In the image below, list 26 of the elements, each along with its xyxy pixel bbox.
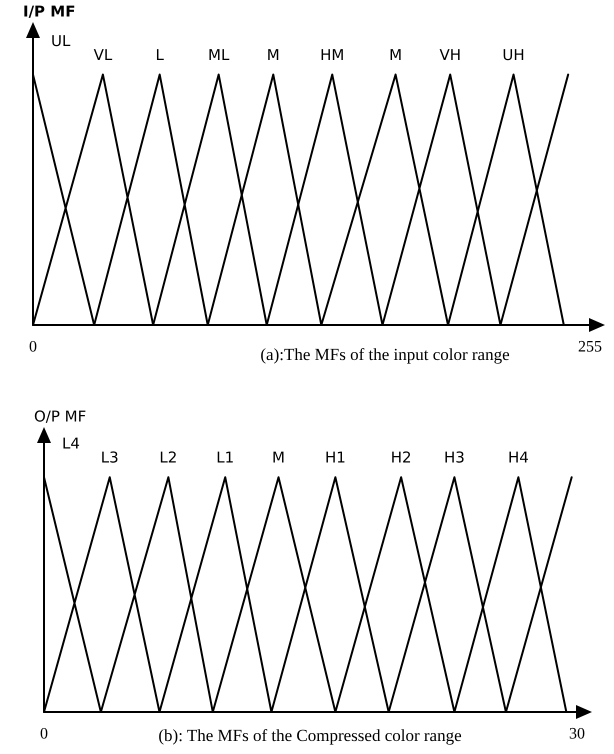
series-label: M (389, 46, 402, 64)
text: UL (51, 32, 71, 50)
y-axis-title: I/P MF (23, 2, 76, 20)
series-label: VH (439, 46, 461, 64)
x-tick-label: 0 (29, 338, 37, 356)
series-label: HM (320, 46, 344, 64)
text: (b): The MFs of the Compressed color range (158, 726, 462, 745)
series-label: L1 (216, 448, 234, 467)
series-label: L2 (159, 448, 178, 467)
series-label: M (266, 46, 280, 64)
series-label: UH (502, 46, 525, 64)
series-label: H3 (444, 448, 465, 467)
series-label: M (272, 448, 285, 467)
text: (a):The MFs of the input color range (260, 345, 510, 364)
series-label: H1 (324, 448, 346, 467)
x-tick-label: 30 (569, 726, 585, 742)
series-label: H2 (390, 448, 412, 467)
legend-label: L4 (62, 434, 80, 453)
x-tick-label: 255 (578, 338, 602, 356)
series-label: H4 (508, 448, 529, 467)
y-axis-title: O/P MF (34, 408, 86, 426)
series-label: L3 (100, 448, 119, 467)
series-label: ML (208, 46, 230, 64)
x-tick-label: 0 (40, 726, 48, 742)
series-label: VL (94, 46, 113, 64)
series-label: L (156, 46, 165, 64)
